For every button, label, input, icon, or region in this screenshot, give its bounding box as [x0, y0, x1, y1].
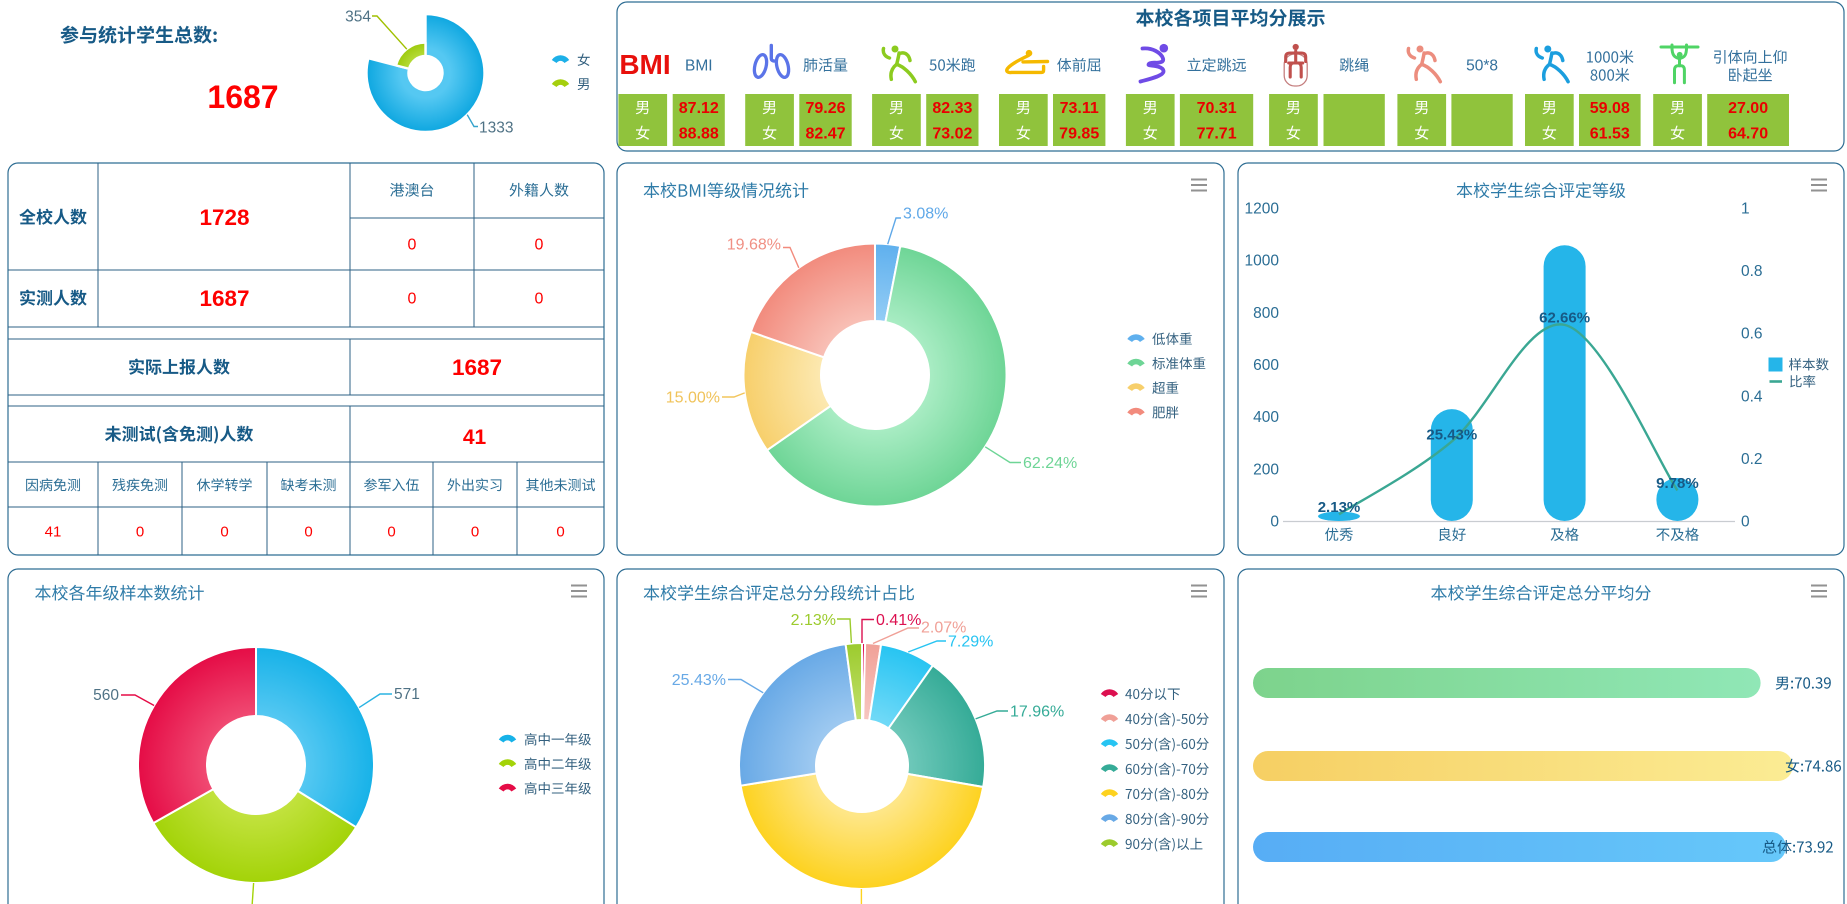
svg-text:2.13%: 2.13% — [791, 612, 836, 629]
svg-text:88.88: 88.88 — [679, 126, 719, 143]
svg-text:62.66%: 62.66% — [1539, 310, 1590, 327]
svg-text:0.41%: 0.41% — [876, 612, 921, 629]
svg-text:0: 0 — [408, 291, 417, 308]
svg-text:59.08: 59.08 — [1590, 100, 1630, 117]
svg-text:0.8: 0.8 — [1741, 263, 1763, 280]
svg-text:1728: 1728 — [199, 205, 249, 230]
svg-text:1: 1 — [1741, 201, 1750, 218]
svg-text:0: 0 — [387, 523, 395, 540]
svg-text:17.96%: 17.96% — [1010, 704, 1064, 721]
svg-text:73.11: 73.11 — [1060, 100, 1099, 117]
svg-text:62.24%: 62.24% — [1023, 455, 1077, 472]
svg-text:800: 800 — [1253, 305, 1279, 322]
svg-text:0: 0 — [535, 237, 544, 254]
svg-text:50*8: 50*8 — [1466, 58, 1498, 75]
svg-text:27.00: 27.00 — [1728, 100, 1768, 117]
svg-text:73.02: 73.02 — [932, 126, 972, 143]
svg-text:9.78%: 9.78% — [1656, 475, 1699, 492]
svg-text:87.12: 87.12 — [679, 100, 719, 117]
svg-text:571: 571 — [394, 686, 420, 703]
svg-text:0: 0 — [556, 523, 564, 540]
svg-text:41: 41 — [45, 523, 62, 540]
svg-text:0: 0 — [136, 523, 144, 540]
svg-text:400: 400 — [1253, 409, 1279, 426]
svg-text:1687: 1687 — [452, 355, 502, 380]
svg-text:25.43%: 25.43% — [1426, 426, 1477, 443]
svg-text:19.68%: 19.68% — [727, 237, 781, 254]
svg-text:1687: 1687 — [199, 286, 249, 311]
svg-text:0: 0 — [408, 237, 417, 254]
svg-text:79.85: 79.85 — [1059, 126, 1099, 143]
svg-text:BMI: BMI — [619, 49, 670, 80]
svg-text:64.70: 64.70 — [1728, 126, 1768, 143]
svg-text:25.43%: 25.43% — [672, 672, 726, 689]
svg-text:70.31: 70.31 — [1197, 100, 1237, 117]
svg-text:2.13%: 2.13% — [1318, 499, 1361, 516]
svg-text:1687: 1687 — [207, 79, 278, 115]
svg-text:79.26: 79.26 — [805, 100, 845, 117]
svg-text:0.6: 0.6 — [1741, 326, 1763, 343]
svg-text:0: 0 — [1741, 514, 1750, 531]
svg-text:77.71: 77.71 — [1197, 126, 1237, 143]
svg-text:200: 200 — [1253, 461, 1279, 478]
svg-text:15.00%: 15.00% — [666, 390, 720, 407]
svg-text:0.2: 0.2 — [1741, 451, 1763, 468]
svg-text:0: 0 — [535, 291, 544, 308]
svg-text:0: 0 — [471, 523, 479, 540]
svg-text:0: 0 — [304, 523, 312, 540]
svg-text:82.33: 82.33 — [932, 100, 972, 117]
svg-text:560: 560 — [93, 687, 119, 704]
svg-text:7.29%: 7.29% — [948, 634, 993, 651]
svg-text:41: 41 — [463, 426, 487, 449]
svg-text:1200: 1200 — [1245, 201, 1280, 218]
svg-text:2.07%: 2.07% — [921, 620, 966, 637]
svg-text:82.47: 82.47 — [805, 126, 845, 143]
svg-text:3.08%: 3.08% — [903, 206, 948, 223]
svg-text:354: 354 — [345, 9, 371, 26]
svg-text:0.4: 0.4 — [1741, 388, 1763, 405]
svg-text:1000: 1000 — [1245, 253, 1280, 270]
svg-text:0: 0 — [1270, 514, 1279, 531]
svg-text:61.53: 61.53 — [1590, 126, 1630, 143]
svg-text:0: 0 — [220, 523, 228, 540]
svg-text:600: 600 — [1253, 357, 1279, 374]
svg-text:BMI: BMI — [685, 58, 713, 75]
svg-text:1333: 1333 — [479, 120, 513, 137]
